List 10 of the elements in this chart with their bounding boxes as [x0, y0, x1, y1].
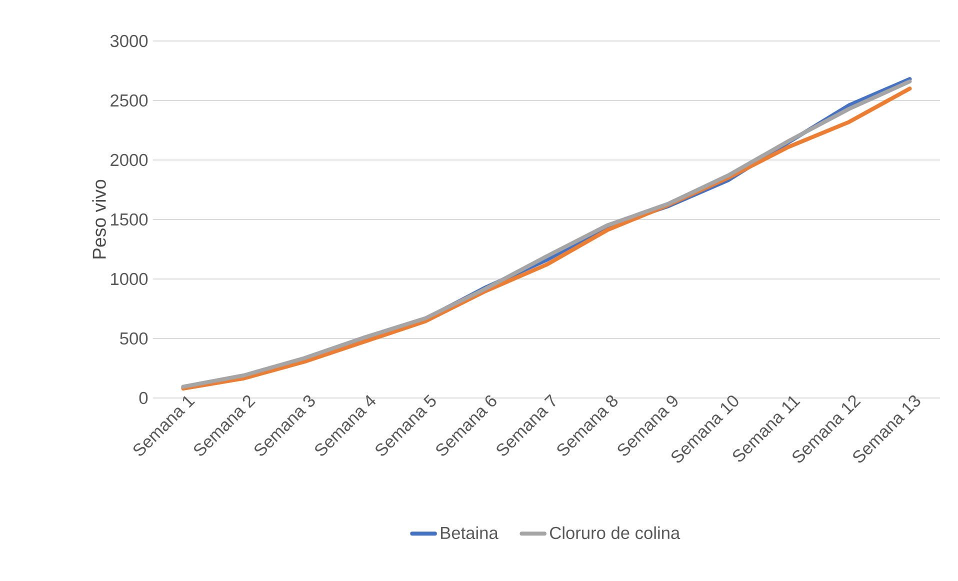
- legend-label: Cloruro de colina: [550, 526, 680, 540]
- y-tick-label: 3000: [110, 34, 148, 48]
- y-tick-label: 1000: [111, 272, 148, 286]
- y-tick-label: 1500: [111, 213, 148, 226]
- y-axis-title: Peso vivo: [92, 180, 106, 258]
- y-tick-label: 2000: [110, 154, 148, 166]
- y-tick-label: 0: [139, 392, 148, 404]
- y-tick-label: 2500: [110, 94, 148, 107]
- y-tick-label: 500: [120, 332, 148, 345]
- legend-label: Betaina: [441, 526, 498, 540]
